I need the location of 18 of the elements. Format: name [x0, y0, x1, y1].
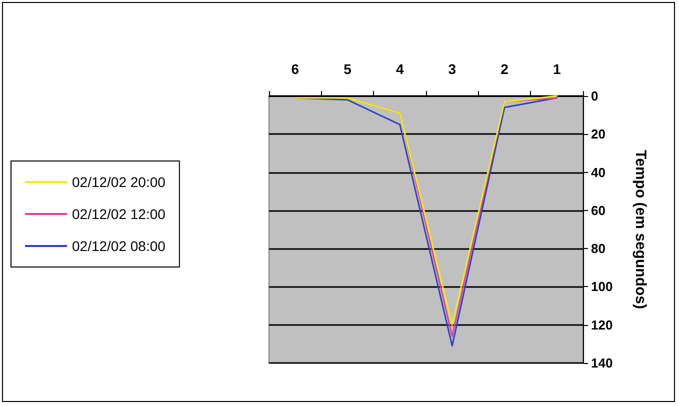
- y-tick-label: 100: [591, 279, 613, 294]
- y-axis-title: Tempo (em segundos): [632, 150, 649, 309]
- y-tick-label: 40: [591, 164, 606, 180]
- y-tick-label: 140: [591, 356, 613, 370]
- legend-label: 02/12/02 20:00: [72, 174, 166, 190]
- x-tick-label: 1: [552, 61, 561, 77]
- x-tick-label: 3: [448, 61, 456, 77]
- y-tick-label: 80: [591, 241, 606, 256]
- y-tick-label: 0: [591, 88, 598, 104]
- x-tick-label: 4: [396, 61, 404, 77]
- x-tick-label: 6: [291, 61, 300, 77]
- x-tick-label: 2: [500, 61, 509, 77]
- legend-label: 02/12/02 12:00: [72, 206, 166, 222]
- y-tick-label: 60: [591, 202, 606, 218]
- x-tick-label: 5: [344, 61, 352, 77]
- y-tick-label: 120: [591, 317, 613, 332]
- y-tick-label: 20: [591, 126, 606, 142]
- legend-label: 02/12/02 08:00: [72, 238, 166, 254]
